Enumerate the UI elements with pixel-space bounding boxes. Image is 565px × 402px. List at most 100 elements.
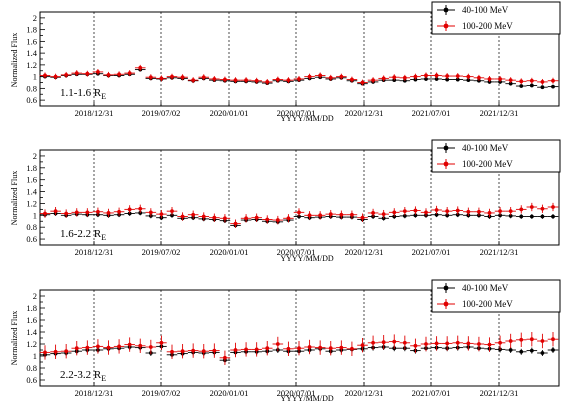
x-tick-label: 2018/12/31 — [75, 108, 114, 118]
data-point — [505, 333, 516, 349]
y-tick-label: 1.8 — [26, 303, 37, 313]
data-point — [515, 78, 527, 85]
data-point — [198, 344, 210, 359]
data-point — [484, 208, 495, 218]
data-point — [336, 73, 347, 80]
data-point — [463, 336, 474, 351]
x-axis-title: YYYY/MM/DD — [280, 114, 334, 123]
y-tick-label: 0.6 — [26, 234, 37, 244]
data-point — [336, 340, 347, 355]
data-point — [537, 85, 548, 90]
data-point — [410, 73, 421, 80]
data-point — [251, 342, 262, 357]
data-point — [452, 77, 464, 82]
legend-label-40-100: 40-100 MeV — [462, 143, 509, 153]
data-point — [166, 344, 178, 359]
data-point — [113, 339, 125, 354]
legend-marker-40-100 — [437, 283, 455, 293]
data-point — [60, 209, 72, 218]
y-tick-label: 1.2 — [26, 339, 37, 349]
data-point — [388, 74, 400, 81]
y-tick-label: 1.2 — [26, 198, 37, 208]
data-point — [473, 336, 485, 352]
data-points — [39, 202, 559, 228]
y-tick-label: 1 — [33, 210, 37, 220]
data-point — [240, 342, 252, 357]
data-point — [537, 333, 548, 349]
y-tick-label: 0.8 — [26, 222, 37, 232]
data-point — [283, 341, 294, 356]
legend-marker-40-100 — [437, 5, 455, 15]
data-point — [187, 77, 199, 84]
data-point — [399, 74, 411, 81]
legend-label-100-200: 100-200 MeV — [462, 159, 513, 169]
x-axis-title: YYYY/MM/DD — [280, 394, 334, 402]
data-point — [537, 78, 548, 85]
data-point — [494, 76, 506, 82]
y-axis: 0.6 0.8 1 1.21.4 1.6 1.8 2 — [26, 149, 45, 246]
data-point — [240, 77, 252, 84]
data-point — [484, 337, 495, 352]
data-point — [452, 335, 464, 350]
data-point — [124, 337, 135, 352]
region-label: 2.2-3.2 RE — [60, 369, 106, 383]
data-point — [357, 338, 368, 353]
x-tick-label: 2020/01/01 — [210, 247, 249, 257]
data-point — [187, 343, 199, 358]
data-point — [537, 204, 548, 213]
data-point — [515, 205, 527, 214]
data-points — [39, 64, 559, 90]
data-point — [261, 341, 273, 356]
data-point — [92, 68, 104, 75]
data-point — [547, 77, 559, 84]
data-point — [473, 74, 485, 81]
data-point — [526, 347, 538, 354]
x-tick-label: 2020/07/01 — [277, 388, 316, 398]
y-tick-label: 0.8 — [26, 363, 37, 373]
data-point — [124, 70, 135, 77]
data-point — [156, 335, 167, 350]
data-point — [547, 84, 559, 89]
data-point — [219, 76, 231, 83]
data-point — [92, 339, 104, 354]
data-point — [505, 207, 516, 216]
legend-box — [431, 279, 561, 313]
panel-3: 0.6 0.8 1 1.2 1.4 1.6 1.8 2 2018/12/31 2019/07/0… — [10, 279, 561, 402]
data-point — [293, 76, 305, 82]
data-point — [113, 71, 125, 78]
x-axis-title: YYYY/MM/DD — [280, 254, 334, 263]
data-point — [441, 336, 453, 351]
y-tick-label: 1.2 — [26, 60, 37, 70]
data-point — [60, 71, 72, 78]
data-point — [505, 77, 516, 84]
data-point — [515, 332, 527, 347]
x-tick-label: 2021/07/01 — [412, 388, 451, 398]
data-point — [124, 205, 135, 214]
y-axis-title: Normalized Flux — [10, 171, 19, 225]
region-label: 1.6-2.2 RE — [60, 228, 106, 242]
y-tick-label: 0.8 — [26, 83, 37, 93]
data-point — [304, 211, 315, 220]
data-point — [261, 215, 273, 224]
data-point — [50, 73, 61, 80]
data-point — [92, 207, 104, 216]
data-point — [420, 208, 432, 217]
data-point — [537, 350, 548, 356]
data-point — [378, 75, 389, 82]
data-point — [177, 74, 188, 81]
y-axis-title: Normalized Flux — [10, 311, 19, 365]
data-point — [325, 74, 337, 81]
data-point — [272, 215, 284, 225]
y-tick-label: 1.4 — [26, 48, 37, 58]
y-tick-label: 2 — [33, 291, 37, 301]
data-point — [547, 202, 559, 212]
data-point — [103, 340, 114, 355]
data-point — [441, 73, 453, 79]
data-point — [325, 341, 337, 356]
data-point — [209, 76, 220, 82]
panel-1: 0.6 0.81 1.2 1.4 1.61.8 2 2018/12/31 2019/07/0… — [10, 1, 561, 123]
data-point — [367, 77, 379, 84]
x-tick-label: 2020/01/01 — [210, 108, 249, 118]
data-point — [166, 73, 178, 80]
